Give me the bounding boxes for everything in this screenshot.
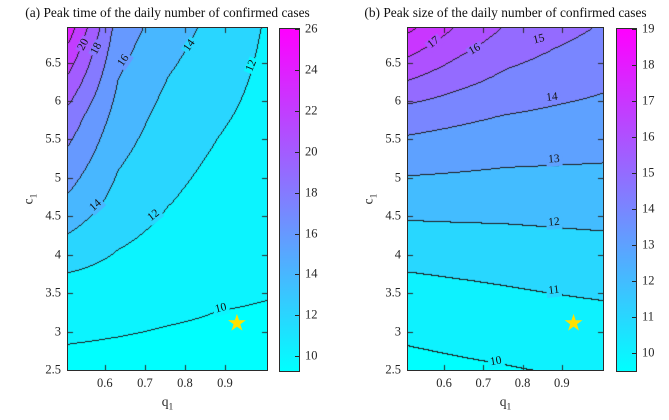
y-tick-label: 2.5: [45, 362, 61, 377]
colorbar-tick: [295, 233, 299, 235]
chart-title-b: (b) Peak size of the daily number of con…: [364, 5, 647, 20]
colorbar-tick-label: 26: [305, 21, 318, 36]
colorbar-b: 10 11 12 13 14 15 16 17 18 19: [616, 22, 655, 372]
colorbar-tick: [632, 245, 636, 246]
colorbar-tick: [632, 29, 636, 30]
colorbar-tick-label: 16: [305, 226, 318, 241]
contour-canvas-a: [67, 27, 268, 371]
y-tick-label: 3.5: [385, 285, 401, 300]
colorbar-tick: [632, 281, 636, 282]
colorbar-tick-label: 15: [642, 165, 655, 180]
y-tick-label: 6.5: [45, 55, 61, 70]
colorbar-tick-label: 18: [642, 57, 655, 72]
colorbar-tick-label: 17: [642, 93, 655, 108]
y-tick-label: 6: [54, 93, 61, 108]
colorbar-tick: [295, 192, 299, 194]
y-tick-label: 3: [394, 324, 401, 339]
x-axis-label: q1: [499, 394, 512, 413]
y-tick-label: 4.5: [385, 208, 401, 223]
y-tick-label: 5.5: [385, 131, 401, 146]
colorbar-tick-label: 12: [305, 307, 318, 322]
y-tick-label: 6.5: [385, 55, 401, 70]
colorbar-tick-label: 14: [305, 266, 318, 281]
y-tick-label: 4.5: [45, 208, 61, 223]
colorbar-tick: [295, 110, 299, 112]
y-tick-label: 6: [394, 93, 401, 108]
colorbar-tick: [295, 315, 299, 317]
y-tick-label: 3: [54, 324, 61, 339]
colorbar-tick: [632, 353, 636, 354]
colorbar-tick: [632, 317, 636, 318]
x-tick-label: 0.6: [436, 376, 452, 390]
colorbar-tick: [632, 137, 636, 138]
colorbar-tick: [632, 209, 636, 210]
colorbar-tick-label: 10: [642, 345, 655, 360]
y-tick-label: 5: [54, 170, 61, 185]
colorbar-tick: [295, 274, 299, 276]
colorbar-tick-label: 20: [305, 144, 318, 159]
x-tick-label: 0.7: [137, 376, 153, 390]
colorbar-tick-label: 24: [305, 62, 318, 77]
chart-title-a: (a) Peak time of the daily number of con…: [25, 5, 310, 20]
y-tick-label: 3.5: [45, 285, 61, 300]
x-tick-label: 0.9: [217, 376, 233, 390]
x-tick-label: 0.8: [514, 376, 531, 390]
colorbar-tick-label: 13: [642, 237, 655, 252]
y-axis-label: c1: [20, 193, 40, 205]
colorbar-tick: [632, 101, 636, 102]
colorbar-tick-label: 22: [305, 103, 318, 118]
colorbar-tick: [295, 29, 299, 30]
x-axis-label: q1: [161, 394, 174, 413]
colorbar-a: 10 12 14 16 18 20 22 24 26: [279, 22, 318, 372]
y-tick-label: 4: [54, 247, 61, 262]
colorbar-tick: [632, 173, 636, 174]
y-tick-label: 5: [394, 170, 401, 185]
y-tick-label: 5.5: [45, 131, 61, 146]
colorbar-tick-label: 10: [305, 348, 318, 363]
contour-plot-a: (a) Peak time of the daily number of con…: [21, 5, 310, 413]
colorbar-tick-label: 14: [642, 201, 655, 216]
colorbar-tick: [295, 356, 299, 358]
colorbar-tick-label: 19: [642, 21, 655, 36]
colorbar-tick-label: 18: [305, 185, 318, 200]
colorbar-tick-label: 12: [642, 273, 655, 288]
colorbar-tick: [632, 65, 636, 66]
y-tick-label: 2.5: [385, 362, 401, 377]
colorbar-tick: [295, 69, 299, 71]
x-tick-label: 0.8: [177, 376, 193, 390]
y-axis-label: c1: [360, 193, 380, 205]
colorbar-tick-label: 11: [642, 309, 655, 324]
contour-plot-b: (b) Peak size of the daily number of con…: [361, 5, 647, 413]
contour-canvas-b: [407, 27, 604, 371]
y-tick-label: 4: [394, 247, 401, 262]
x-tick-label: 0.6: [97, 376, 113, 390]
colorbar-tick-label: 16: [642, 129, 655, 144]
x-tick-label: 0.9: [553, 376, 570, 390]
x-tick-label: 0.7: [475, 376, 492, 390]
colorbar-tick: [295, 151, 299, 153]
